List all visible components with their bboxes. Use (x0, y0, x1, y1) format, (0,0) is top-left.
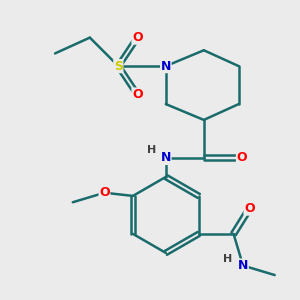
Text: S: S (114, 60, 123, 73)
Text: O: O (132, 31, 142, 44)
Text: H: H (223, 254, 232, 264)
Text: O: O (99, 186, 110, 199)
Text: N: N (160, 60, 171, 73)
Text: O: O (132, 88, 142, 101)
Text: O: O (244, 202, 255, 215)
Text: H: H (147, 145, 156, 155)
Text: N: N (238, 259, 248, 272)
Text: N: N (160, 152, 171, 164)
Text: O: O (236, 152, 247, 164)
